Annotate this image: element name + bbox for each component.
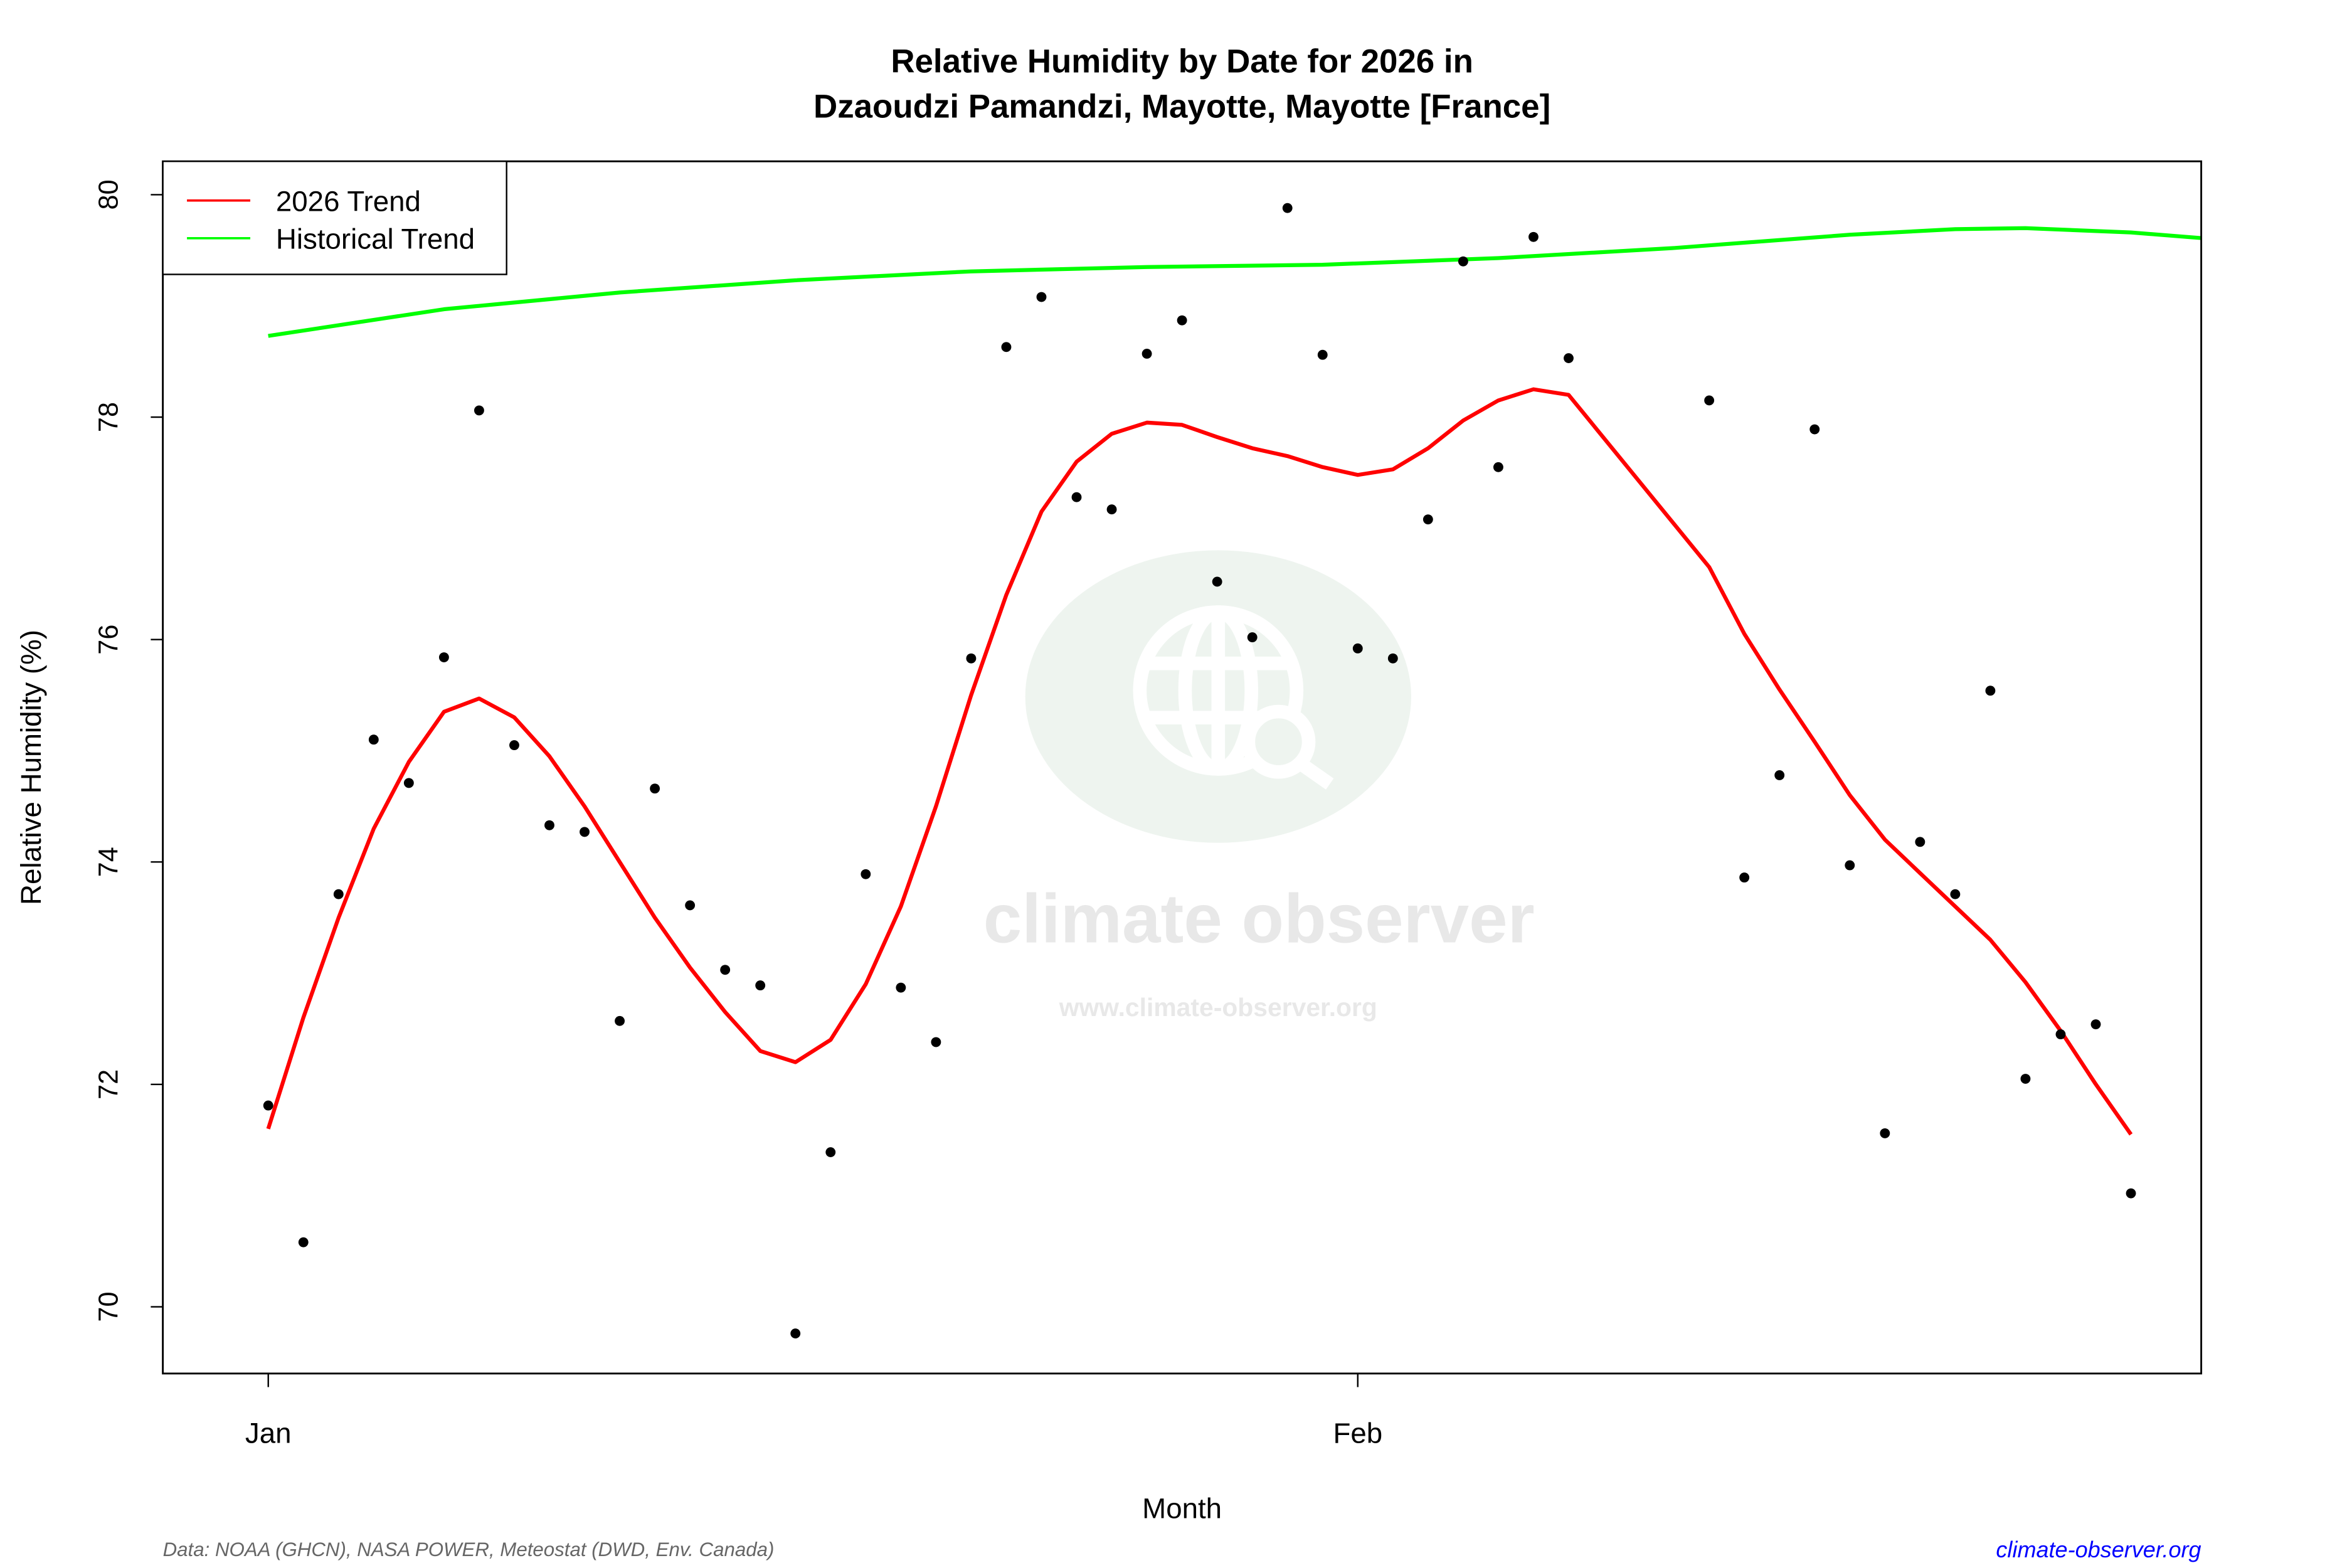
chart-title-line1: Relative Humidity by Date for 2026 in [891,43,1473,80]
y-tick-label: 70 [94,1291,124,1322]
data-point [1564,353,1574,363]
x-tick-label: Jan [245,1417,292,1449]
data-point [1774,770,1785,780]
data-point [1809,424,1820,435]
watermark-url: www.climate-observer.org [1059,993,1377,1022]
data-point [2020,1074,2031,1084]
data-point [1845,860,1855,871]
data-point [1142,349,1152,359]
data-point [333,889,344,899]
data-point [720,965,731,975]
data-point [790,1328,801,1339]
data-point [1915,837,1926,847]
data-point [1247,632,1258,643]
data-point [896,982,906,993]
y-tick-label: 76 [94,625,124,655]
watermark-name: climate observer [983,880,1535,957]
x-axis: Jan Feb [245,1373,1382,1449]
data-point [1528,231,1539,242]
data-point [1739,872,1750,883]
data-point [1071,492,1082,502]
data-point [1950,889,1961,899]
data-point [1387,653,1398,664]
data-point [1880,1128,1890,1138]
site-link[interactable]: climate-observer.org [1996,1537,2201,1562]
data-point [1106,504,1117,515]
data-point [1001,342,1012,352]
globe-search-icon [1133,605,1334,790]
chart-title-line2: Dzaoudzi Pamandzi, Mayotte, Mayotte [Fra… [813,88,1550,125]
data-point [438,652,449,662]
data-point [1352,643,1363,654]
data-point [403,778,414,788]
points-layer [263,203,2136,1339]
data-point [544,820,554,830]
watermark: climate observer www.climate-observer.or… [983,550,1535,1022]
y-tick-label: 78 [94,402,124,432]
series-line-historical-trend [268,226,2201,338]
data-point [755,980,766,991]
data-point [1704,395,1715,406]
data-point [1422,514,1433,525]
x-tick-label: Feb [1333,1417,1382,1449]
data-point [509,740,519,751]
data-point [2055,1029,2066,1040]
plot-frame [162,160,2203,1375]
data-point [685,900,696,911]
data-point [263,1100,273,1111]
data-point [650,783,660,794]
y-tick-label: 72 [94,1069,124,1099]
data-point [1458,256,1468,267]
data-point [1317,349,1328,360]
data-point [298,1237,309,1248]
data-point [368,734,379,745]
data-point [1493,462,1503,472]
series-layer [266,226,2201,1136]
data-point [825,1147,836,1157]
y-tick-label: 74 [94,847,124,877]
data-point [1985,686,1996,696]
y-tick-label: 80 [94,179,124,209]
data-point [931,1037,941,1047]
legend-label-historical-trend: Historical Trend [276,223,475,255]
series-line-2026-trend [266,387,2133,1136]
data-point [474,405,484,416]
legend: 2026 Trend Historical Trend [162,161,507,275]
data-point [1036,292,1047,302]
data-point [1212,576,1222,587]
data-point [966,653,977,664]
data-point [861,869,871,879]
y-axis-label: Relative Humidity (%) [15,630,47,905]
data-point [2126,1188,2136,1199]
data-source-note: Data: NOAA (GHCN), NASA POWER, Meteostat… [163,1539,775,1560]
data-point [580,827,590,837]
data-point [1282,203,1293,213]
y-axis: 70 72 74 76 78 80 [94,179,163,1322]
legend-box [162,161,507,275]
data-point [615,1015,625,1026]
data-point [2090,1019,2101,1030]
data-point [1177,315,1187,326]
legend-label-2026-trend: 2026 Trend [276,186,421,218]
x-axis-label: Month [1142,1493,1222,1525]
